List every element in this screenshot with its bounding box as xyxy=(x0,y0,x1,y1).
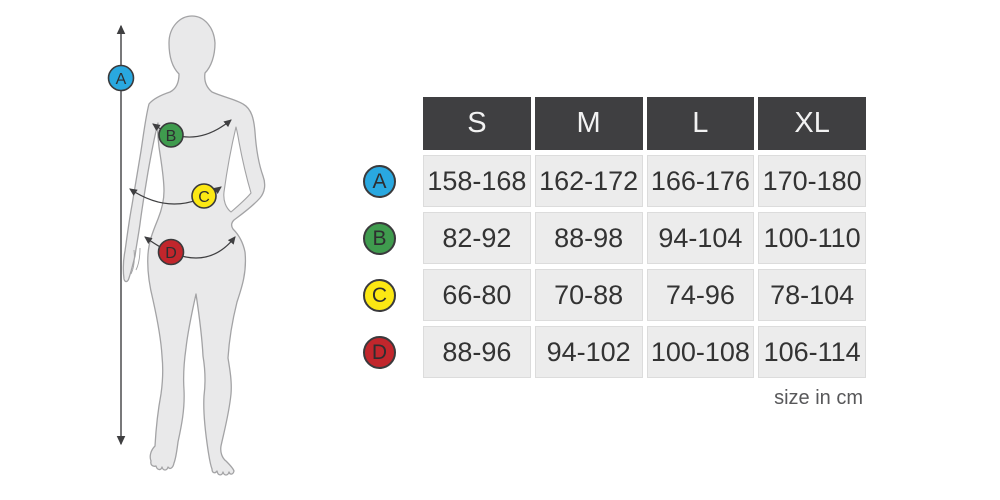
waist-cell-l: 74-96 xyxy=(646,269,755,321)
bust-cell-xl: 100-110 xyxy=(758,212,866,264)
height-cell-s: 158-168 xyxy=(423,155,531,207)
size-column-header-s: S xyxy=(423,97,531,150)
bust-cell-m: 88-98 xyxy=(534,212,643,264)
legend-marker-d-icon: D xyxy=(363,336,396,369)
waist-cell-m: 70-88 xyxy=(534,269,643,321)
legend-marker-c-icon: C xyxy=(363,279,396,312)
size-column-header-m: M xyxy=(534,97,643,150)
hips-cell-l: 100-108 xyxy=(646,326,755,378)
bust-cell-s: 82-92 xyxy=(423,212,531,264)
table-row-hips: 88-96 94-102 100-108 106-114 xyxy=(423,326,866,378)
legend-marker-d-label: D xyxy=(371,340,388,364)
legend-marker-a-label: A xyxy=(372,169,387,193)
waist-marker-circle xyxy=(191,183,217,209)
waist-cell-xl: 78-104 xyxy=(758,269,866,321)
height-cell-l: 166-176 xyxy=(646,155,755,207)
waist-cell-s: 66-80 xyxy=(423,269,531,321)
legend-marker-b-icon: B xyxy=(363,222,396,255)
height-cell-m: 162-172 xyxy=(534,155,643,207)
size-table: S M L XL 158-168 162-172 166-176 170-180… xyxy=(423,97,866,378)
size-table-header-row: S M L XL xyxy=(423,97,866,150)
hand-finger-lines xyxy=(130,247,141,275)
height-marker-label: A xyxy=(116,71,127,88)
measurement-diagram: A B C D xyxy=(107,15,266,476)
legend-marker-c-label: C xyxy=(371,283,388,307)
bust-marker-label: B xyxy=(166,128,177,145)
hip-measure-line xyxy=(144,236,236,259)
table-row-height: 158-168 162-172 166-176 170-180 xyxy=(423,155,866,207)
height-marker-circle xyxy=(107,64,135,92)
arm-torso-gap xyxy=(223,126,252,213)
bust-cell-l: 94-104 xyxy=(646,212,755,264)
legend-marker-b-label: B xyxy=(372,226,387,250)
waist-marker-label: C xyxy=(198,189,210,206)
hips-cell-m: 94-102 xyxy=(534,326,643,378)
table-row-bust: 82-92 88-98 94-104 100-110 xyxy=(423,212,866,264)
legend-marker-a-icon: A xyxy=(363,165,396,198)
hips-cell-s: 88-96 xyxy=(423,326,531,378)
hip-marker-label: D xyxy=(165,245,177,262)
units-note: size in cm xyxy=(774,387,863,409)
hips-cell-xl: 106-114 xyxy=(758,326,866,378)
size-column-header-xl: XL xyxy=(758,97,866,150)
hip-marker-circle xyxy=(157,238,185,266)
body-silhouette xyxy=(122,15,266,476)
height-cell-xl: 170-180 xyxy=(758,155,866,207)
bust-marker-circle xyxy=(158,122,184,148)
table-row-waist: 66-80 70-88 74-96 78-104 xyxy=(423,269,866,321)
size-column-header-l: L xyxy=(646,97,755,150)
